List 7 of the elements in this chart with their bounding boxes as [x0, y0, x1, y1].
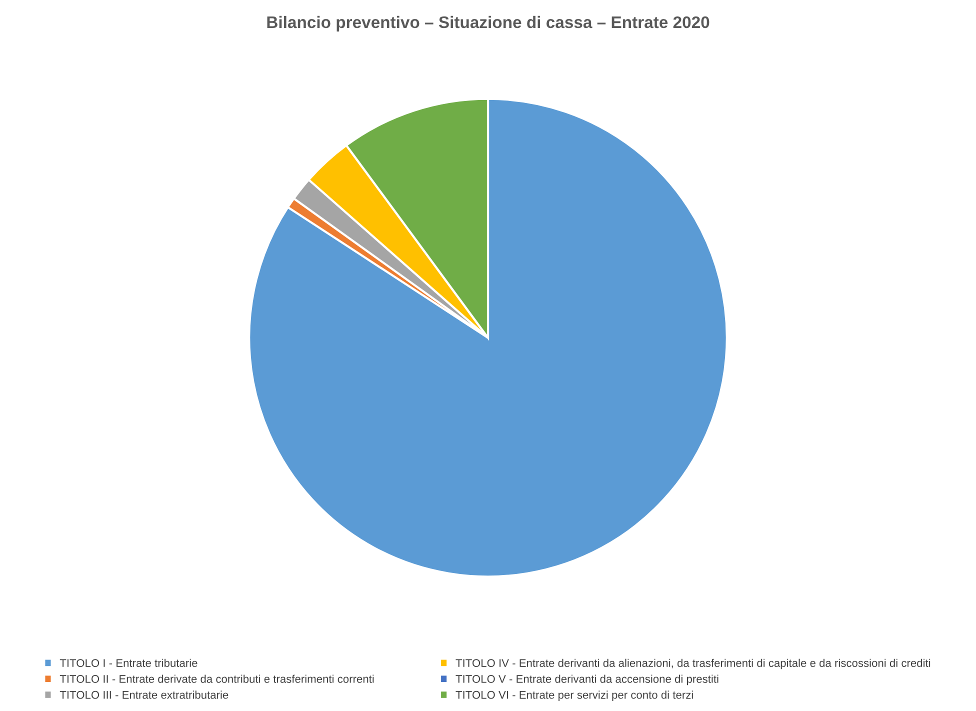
chart-title: Bilancio preventivo – Situazione di cassa – Entrate 2020 [267, 16, 710, 32]
legend-label: TITOLO I - Entrate tributarie [60, 658, 198, 667]
legend-label: TITOLO II - Entrate derivate da contributi e trasferimenti correnti [60, 674, 374, 683]
legend-label: TITOLO VI - Entrate per servizi per conto di terzi [456, 690, 693, 701]
legend-label: TITOLO III - Entrate extratributarie [60, 690, 228, 699]
legend-label: TITOLO IV - Entrate derivanti da alienazioni, da trasferimenti di capitale e da riscossioni di crediti [456, 658, 930, 670]
legend-label: TITOLO V - Entrate derivanti da accensione di prestiti [456, 674, 718, 686]
